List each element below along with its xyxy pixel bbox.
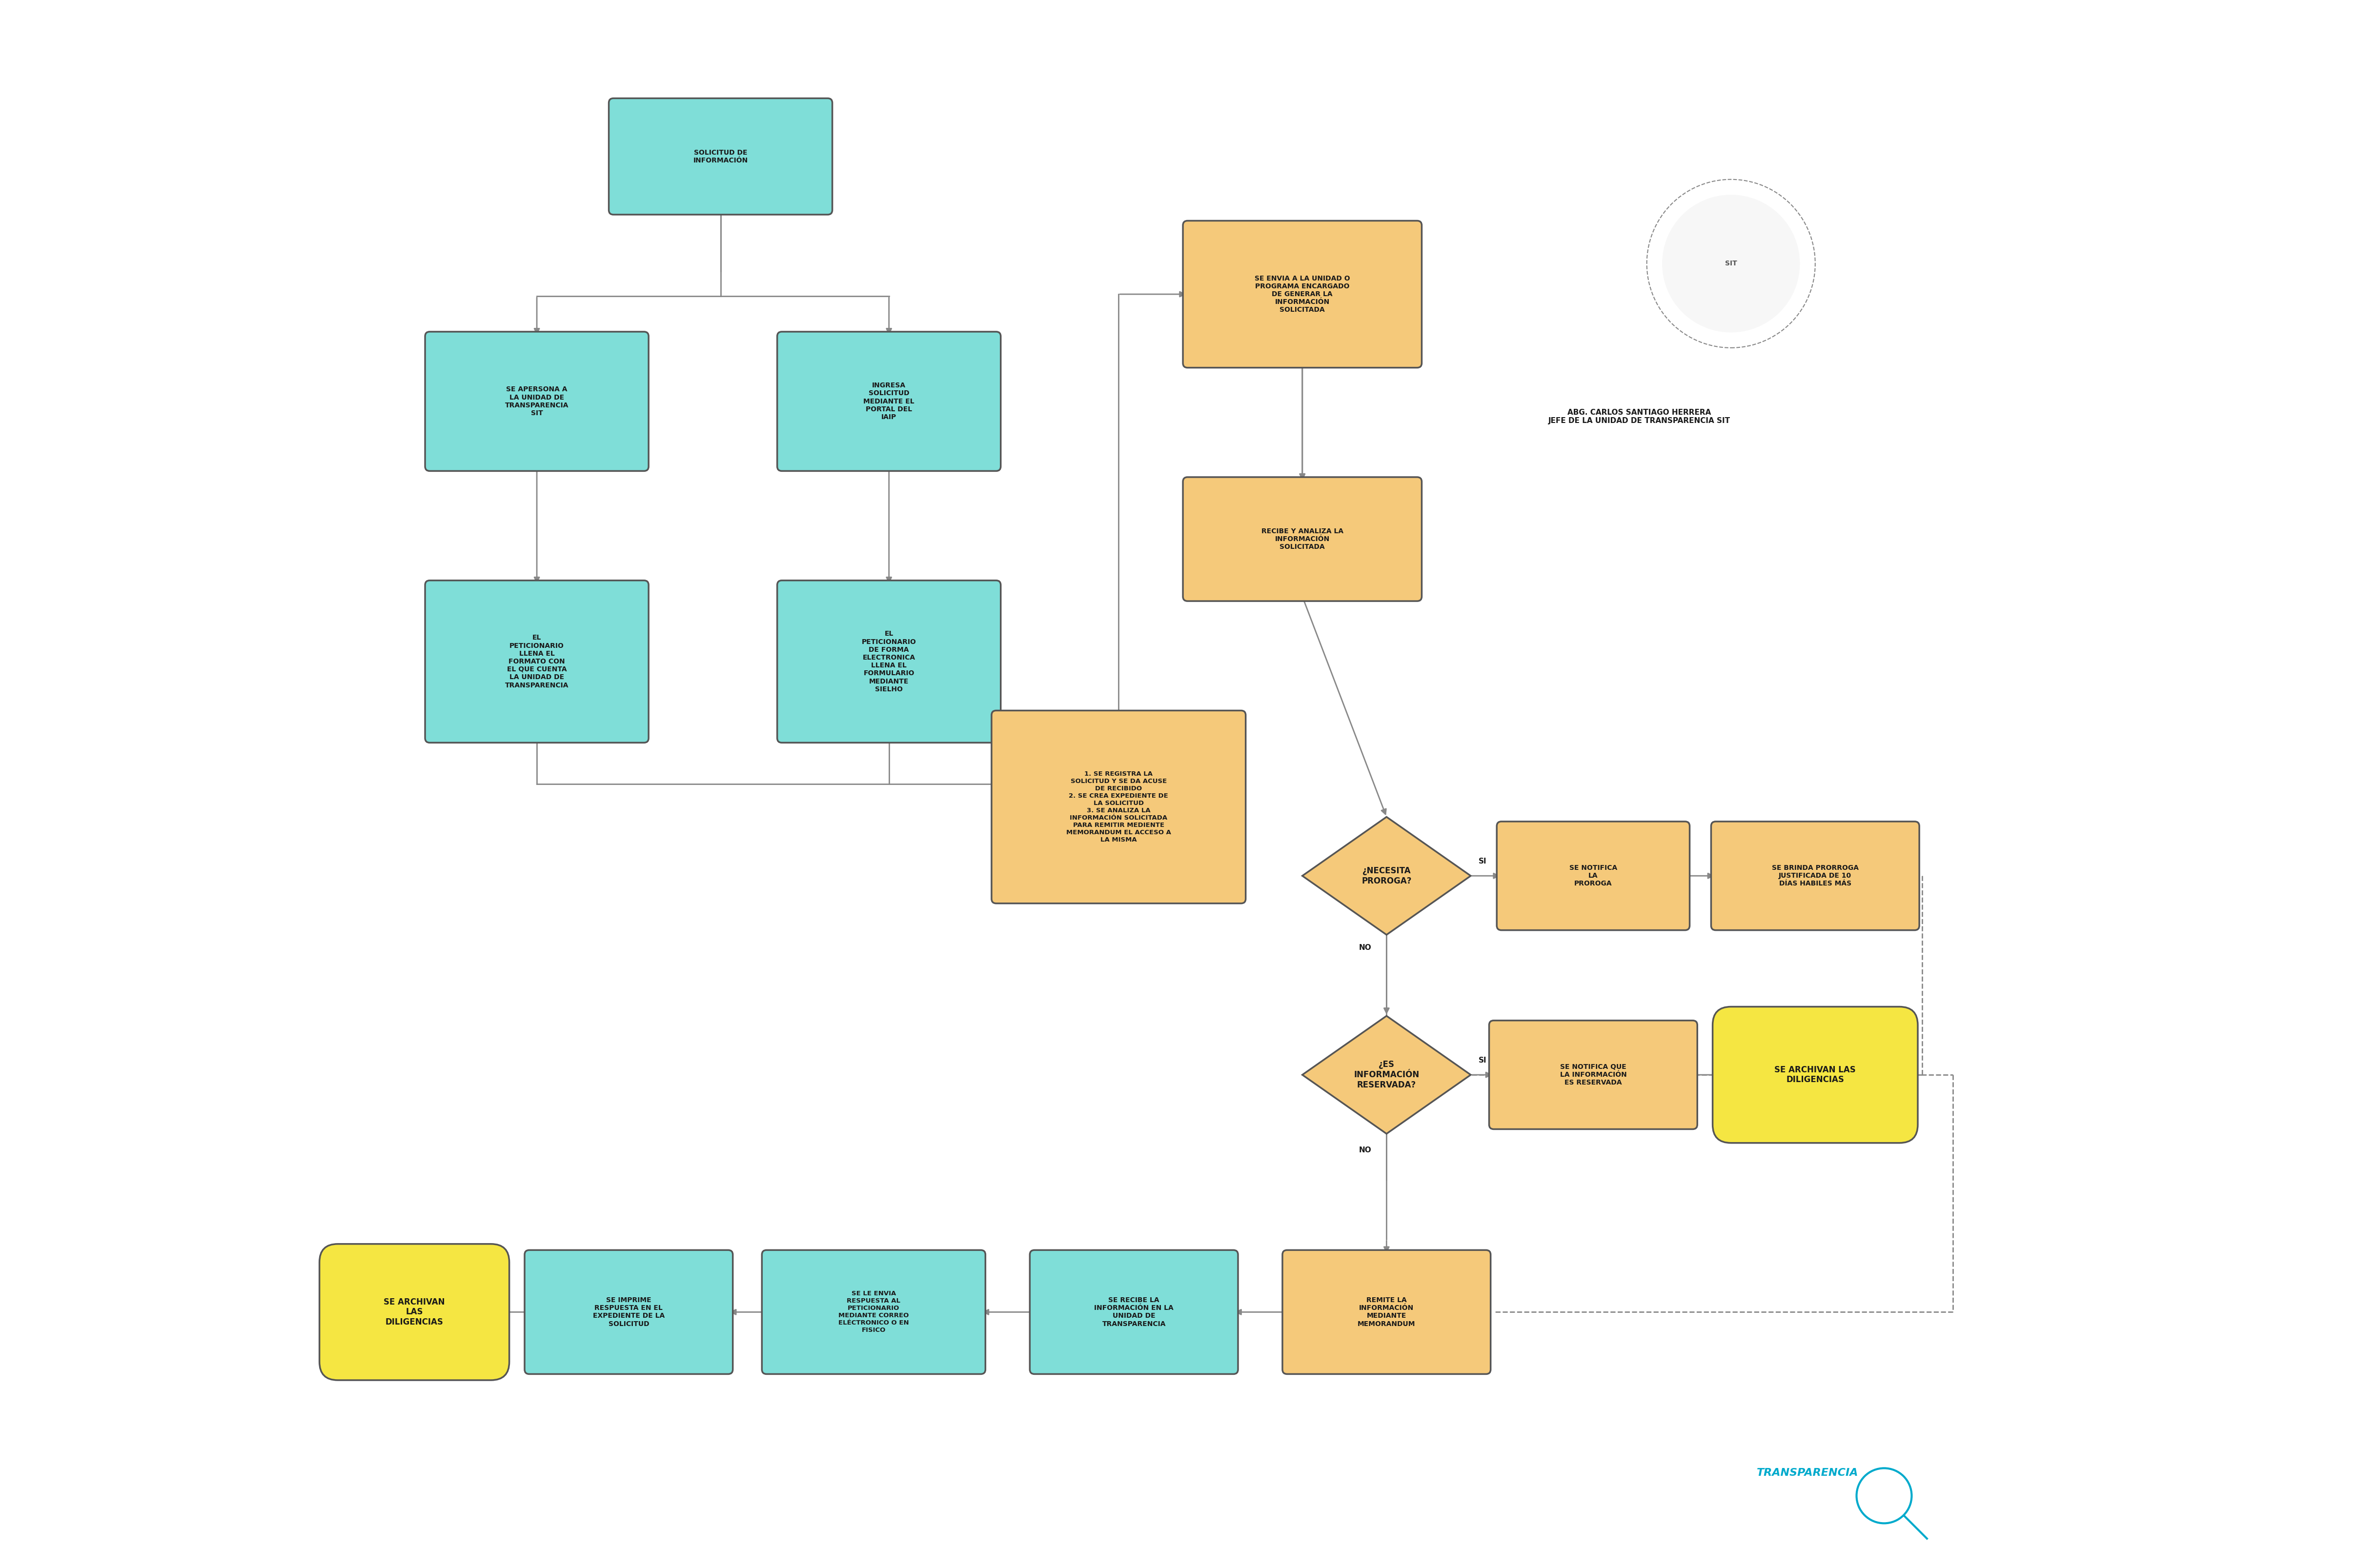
Text: SOLICITUD DE
INFORMACIÓN: SOLICITUD DE INFORMACIÓN: [694, 149, 748, 163]
FancyBboxPatch shape: [1489, 1021, 1698, 1129]
Text: SIT: SIT: [1724, 260, 1736, 267]
Text: SE RECIBE LA
INFORMACIÓN EN LA
UNIDAD DE
TRANSPARENCIA: SE RECIBE LA INFORMACIÓN EN LA UNIDAD DE…: [1095, 1297, 1173, 1328]
FancyBboxPatch shape: [1710, 822, 1919, 930]
Text: EL
PETICIONARIO
DE FORMA
ELECTRONICA
LLENA EL
FORMULARIO
MEDIANTE
SIELHO: EL PETICIONARIO DE FORMA ELECTRONICA LLE…: [862, 630, 917, 693]
FancyBboxPatch shape: [777, 332, 1000, 470]
Text: NO: NO: [1358, 1146, 1370, 1154]
FancyBboxPatch shape: [1283, 1250, 1492, 1374]
Polygon shape: [1302, 817, 1470, 935]
Text: SE NOTIFICA QUE
LA INFORMACIÓN
ES RESERVADA: SE NOTIFICA QUE LA INFORMACIÓN ES RESERV…: [1560, 1063, 1627, 1087]
Text: EL
PETICIONARIO
LLENA EL
FORMATO CON
EL QUE CUENTA
LA UNIDAD DE
TRANSPARENCIA: EL PETICIONARIO LLENA EL FORMATO CON EL …: [506, 635, 568, 688]
Text: SE NOTIFICA
LA
PROROGA: SE NOTIFICA LA PROROGA: [1570, 864, 1617, 887]
FancyBboxPatch shape: [1183, 477, 1423, 601]
Text: 1. SE REGISTRA LA
SOLICITUD Y SE DA ACUSE
DE RECIBIDO
2. SE CREA EXPEDIENTE DE
L: 1. SE REGISTRA LA SOLICITUD Y SE DA ACUS…: [1066, 771, 1171, 844]
FancyBboxPatch shape: [425, 580, 648, 743]
Text: REMITE LA
INFORMACIÓN
MEDIANTE
MEMORANDUM: REMITE LA INFORMACIÓN MEDIANTE MEMORANDU…: [1358, 1297, 1416, 1328]
Text: SE BRINDA PRORROGA
JUSTIFICADA DE 10
DÍAS HABILES MÁS: SE BRINDA PRORROGA JUSTIFICADA DE 10 DÍA…: [1772, 864, 1860, 887]
Text: SE APERSONA A
LA UNIDAD DE
TRANSPARENCIA
SIT: SE APERSONA A LA UNIDAD DE TRANSPARENCIA…: [506, 386, 568, 417]
Text: ¿ES
INFORMACIÓN
RESERVADA?: ¿ES INFORMACIÓN RESERVADA?: [1354, 1060, 1420, 1090]
Text: ABG. CARLOS SANTIAGO HERRERA
JEFE DE LA UNIDAD DE TRANSPARENCIA SIT: ABG. CARLOS SANTIAGO HERRERA JEFE DE LA …: [1549, 409, 1729, 425]
FancyBboxPatch shape: [1031, 1250, 1237, 1374]
Text: SE IMPRIME
RESPUESTA EN EL
EXPEDIENTE DE LA
SOLICITUD: SE IMPRIME RESPUESTA EN EL EXPEDIENTE DE…: [594, 1297, 665, 1328]
FancyBboxPatch shape: [321, 1243, 508, 1380]
Text: RECIBE Y ANALIZA LA
INFORMACIÓN
SOLICITADA: RECIBE Y ANALIZA LA INFORMACIÓN SOLICITA…: [1261, 528, 1344, 550]
FancyBboxPatch shape: [990, 710, 1244, 903]
Text: ¿NECESITA
PROROGA?: ¿NECESITA PROROGA?: [1361, 867, 1411, 886]
FancyBboxPatch shape: [525, 1250, 734, 1374]
Text: NO: NO: [1358, 944, 1370, 952]
Circle shape: [1662, 194, 1800, 332]
Text: TRANSPARENCIA: TRANSPARENCIA: [1758, 1468, 1857, 1477]
FancyBboxPatch shape: [1183, 221, 1423, 367]
Text: INGRESA
SOLICITUD
MEDIANTE EL
PORTAL DEL
IAIP: INGRESA SOLICITUD MEDIANTE EL PORTAL DEL…: [864, 383, 914, 420]
Text: SE LE ENVIA
RESPUESTA AL
PETICIONARIO
MEDIANTE CORREO
ELÉCTRONICO O EN
FISICO: SE LE ENVIA RESPUESTA AL PETICIONARIO ME…: [838, 1290, 910, 1333]
FancyBboxPatch shape: [777, 580, 1000, 743]
Text: SE ARCHIVAN
LAS
DILIGENCIAS: SE ARCHIVAN LAS DILIGENCIAS: [385, 1298, 444, 1327]
Text: SE ENVIA A LA UNIDAD O
PROGRAMA ENCARGADO
DE GENERAR LA
INFORMACIÓN
SOLICITADA: SE ENVIA A LA UNIDAD O PROGRAMA ENCARGAD…: [1254, 274, 1349, 314]
Text: SE ARCHIVAN LAS
DILIGENCIAS: SE ARCHIVAN LAS DILIGENCIAS: [1774, 1065, 1855, 1085]
FancyBboxPatch shape: [1712, 1007, 1917, 1143]
FancyBboxPatch shape: [425, 332, 648, 470]
Text: SI: SI: [1477, 858, 1487, 866]
FancyBboxPatch shape: [762, 1250, 986, 1374]
Polygon shape: [1302, 1016, 1470, 1134]
Text: SI: SI: [1477, 1057, 1487, 1065]
FancyBboxPatch shape: [608, 99, 831, 215]
FancyBboxPatch shape: [1496, 822, 1689, 930]
